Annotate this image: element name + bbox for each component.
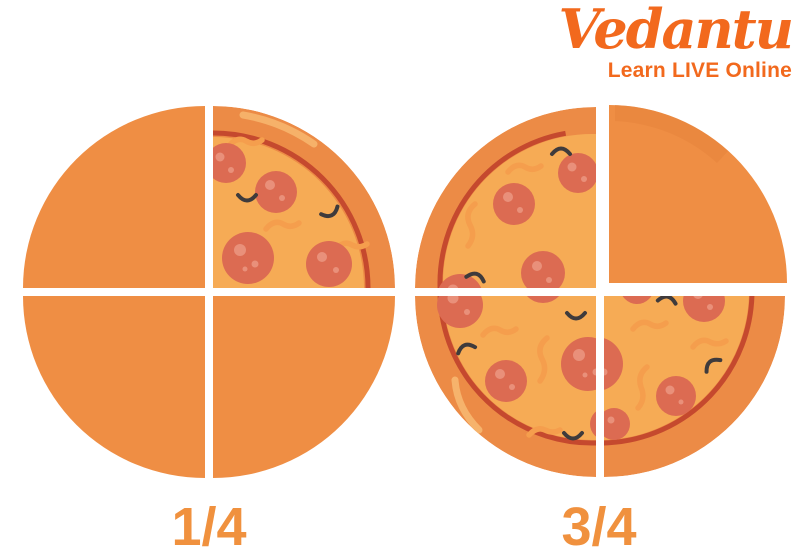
pepperoni-spots [215,152,339,273]
vedantu-tagline: Learn LIVE Online [607,59,792,82]
pepperoni-group [213,143,352,287]
plain-quarters-group [23,106,395,478]
herb-flakes-group [236,193,340,219]
plain-quarter-bottom-left [23,296,205,478]
fraction-label-three-fourth: 3/4 [561,497,637,554]
plain-quarter-shape [609,105,787,283]
plain-quarter-shadow [615,105,728,163]
pizza-quarter-top-right [213,106,395,288]
crust-highlight [239,111,318,148]
plain-quarter-top-left [23,106,205,288]
vedantu-wordmark: Vedantu [558,0,794,61]
crust-line [213,130,371,288]
plain-quarter-top-right [609,105,787,283]
fraction-figure-one-fourth [23,106,395,478]
plain-quarter-bottom-right [213,296,395,478]
fraction-figure-three-fourth [405,105,787,492]
fraction-label-one-fourth: 1/4 [171,497,247,554]
cheese [213,137,364,288]
vedantu-logo: Vedantu Learn LIVE Online [558,0,794,82]
